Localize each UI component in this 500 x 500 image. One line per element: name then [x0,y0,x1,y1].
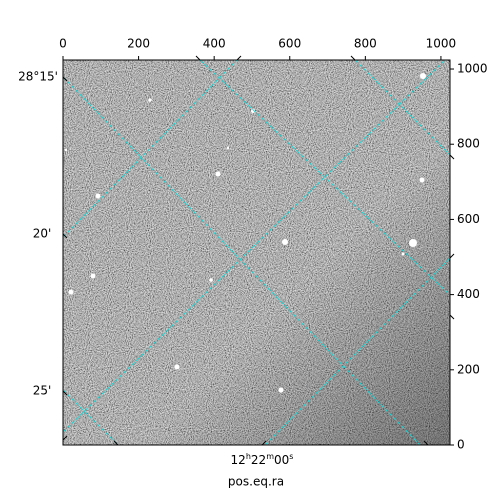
grid-line [63,76,421,445]
grid-line [264,257,450,445]
y-tick-label: 1000 [457,62,488,76]
y-tick-label: 800 [457,137,480,151]
grid-line [199,60,450,296]
world-y-tick-label: 25' [33,384,52,398]
y-tick-label: 200 [457,362,480,376]
grid-line [63,389,119,445]
world-ticks [62,55,455,446]
y-tick-label: 400 [457,287,480,301]
stars [64,73,426,393]
sky-image [63,60,450,445]
grid-line [63,60,446,433]
grid-line [63,60,238,238]
frame [62,59,451,446]
x-tick-label: 1000 [426,37,457,51]
x-tick-label: 200 [127,37,150,51]
coordinate-grid [63,60,450,445]
world-y-tick-label: 20' [33,227,52,241]
y-tick-label: 0 [457,438,465,452]
grid-line [354,60,450,156]
x-tick-label: 400 [203,37,226,51]
world-y-tick-label: 28°15' [18,70,58,84]
world-x-tick-label: 12h22m00s [231,452,294,467]
x-tick-label: 0 [59,37,67,51]
x-tick-label: 800 [354,37,377,51]
y-tick-label: 600 [457,212,480,226]
x-axis-label: pos.eq.ra [228,475,284,489]
x-tick-label: 600 [278,37,301,51]
